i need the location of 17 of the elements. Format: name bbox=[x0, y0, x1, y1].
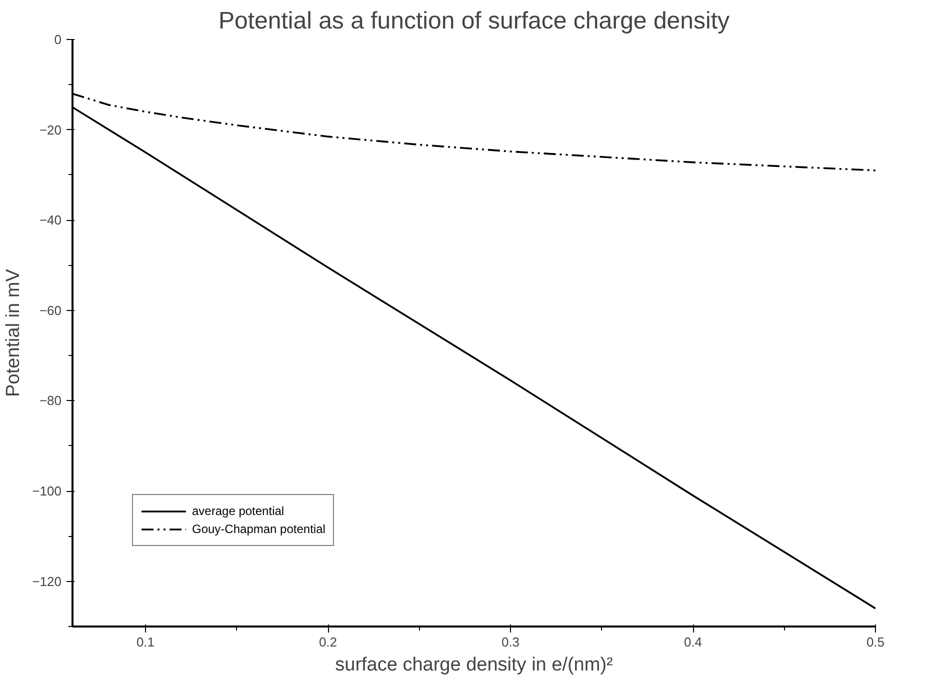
x-tick-label: 0.2 bbox=[318, 634, 338, 650]
legend-label: average potential bbox=[192, 504, 284, 518]
x-tick-label: 0.4 bbox=[684, 634, 702, 650]
chart-title: Potential as a function of surface charge density bbox=[218, 8, 730, 34]
y-tick-label: −60 bbox=[39, 302, 62, 318]
y-tick-label: −80 bbox=[39, 393, 62, 408]
x-tick-label: 0.3 bbox=[501, 634, 520, 650]
x-tick-label: 0.1 bbox=[136, 634, 155, 650]
y-tick-label: −100 bbox=[32, 484, 62, 499]
legend-label: Gouy-Chapman potential bbox=[192, 522, 326, 536]
y-tick-label: −120 bbox=[32, 574, 62, 589]
x-tick-label: 0.5 bbox=[866, 634, 885, 650]
y-tick-label: 0 bbox=[54, 32, 62, 47]
x-axis-title: surface charge density in e/(nm)² bbox=[335, 654, 613, 676]
y-axis-title: Potential in mV bbox=[3, 268, 24, 397]
y-tick-label: −40 bbox=[39, 212, 62, 228]
y-tick-label: −20 bbox=[39, 122, 62, 138]
